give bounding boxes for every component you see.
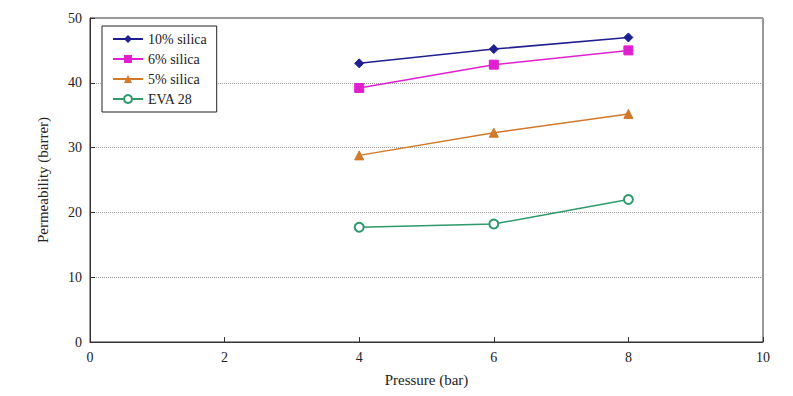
svg-text:0: 0 — [87, 350, 94, 365]
svg-text:40: 40 — [68, 75, 82, 90]
svg-text:10: 10 — [68, 270, 82, 285]
svg-text:0: 0 — [75, 335, 82, 350]
svg-text:6: 6 — [490, 350, 497, 365]
svg-text:30: 30 — [68, 140, 82, 155]
svg-text:Pressure (bar): Pressure (bar) — [385, 372, 469, 389]
svg-text:5% silica: 5% silica — [148, 72, 200, 87]
svg-text:50: 50 — [68, 11, 82, 26]
svg-text:20: 20 — [68, 205, 82, 220]
svg-text:2: 2 — [221, 350, 228, 365]
svg-text:10: 10 — [756, 350, 770, 365]
svg-text:EVA 28: EVA 28 — [148, 92, 192, 107]
svg-text:Permeability (barrer): Permeability (barrer) — [35, 117, 52, 243]
svg-text:4: 4 — [356, 350, 363, 365]
svg-text:8: 8 — [625, 350, 632, 365]
svg-text:10% silica: 10% silica — [148, 32, 207, 47]
svg-text:6% silica: 6% silica — [148, 52, 200, 67]
